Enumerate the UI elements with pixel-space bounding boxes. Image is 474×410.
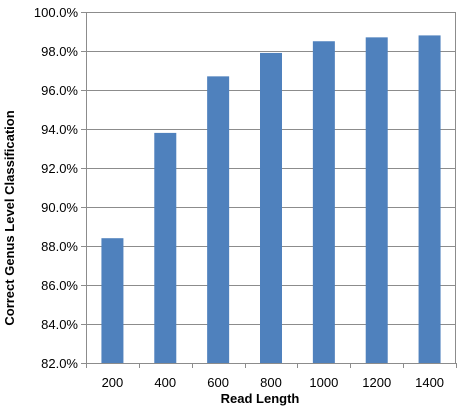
bar <box>418 35 441 364</box>
y-tick-label: 96.0% <box>41 83 78 98</box>
bar <box>312 41 335 363</box>
bar <box>365 37 388 363</box>
y-tick-label: 92.0% <box>41 161 78 176</box>
bar <box>260 52 282 363</box>
x-tick-label: 200 <box>102 375 124 390</box>
x-tick-label: 800 <box>260 375 282 390</box>
axes <box>81 12 457 368</box>
x-tick-label: 1200 <box>362 375 391 390</box>
y-tick-label: 98.0% <box>41 44 78 59</box>
x-tick-label: 400 <box>154 375 176 390</box>
x-axis-title: Read Length <box>221 391 300 406</box>
y-tick-label: 84.0% <box>41 317 78 332</box>
y-tick-label: 94.0% <box>41 122 78 137</box>
bar <box>154 132 177 363</box>
y-tick-label: 100.0% <box>34 5 79 20</box>
x-tick-labels: 200 400 600 800 1000 1200 1400 <box>102 375 444 390</box>
bars <box>101 35 441 364</box>
y-tick-label: 86.0% <box>41 278 78 293</box>
bar <box>101 238 124 363</box>
x-tick-label: 600 <box>207 375 229 390</box>
y-tick-label: 90.0% <box>41 200 78 215</box>
x-tick-label: 1400 <box>415 375 444 390</box>
y-tick-label: 88.0% <box>41 239 78 254</box>
bar <box>207 76 230 363</box>
y-tick-label: 82.0% <box>41 356 78 371</box>
y-axis-title: Correct Genus Level Classification <box>2 110 17 325</box>
y-tick-labels: 82.0% 84.0% 86.0% 88.0% 90.0% 92.0% 94.0% 96.0%… <box>34 5 79 371</box>
x-tick-label: 1000 <box>309 375 338 390</box>
